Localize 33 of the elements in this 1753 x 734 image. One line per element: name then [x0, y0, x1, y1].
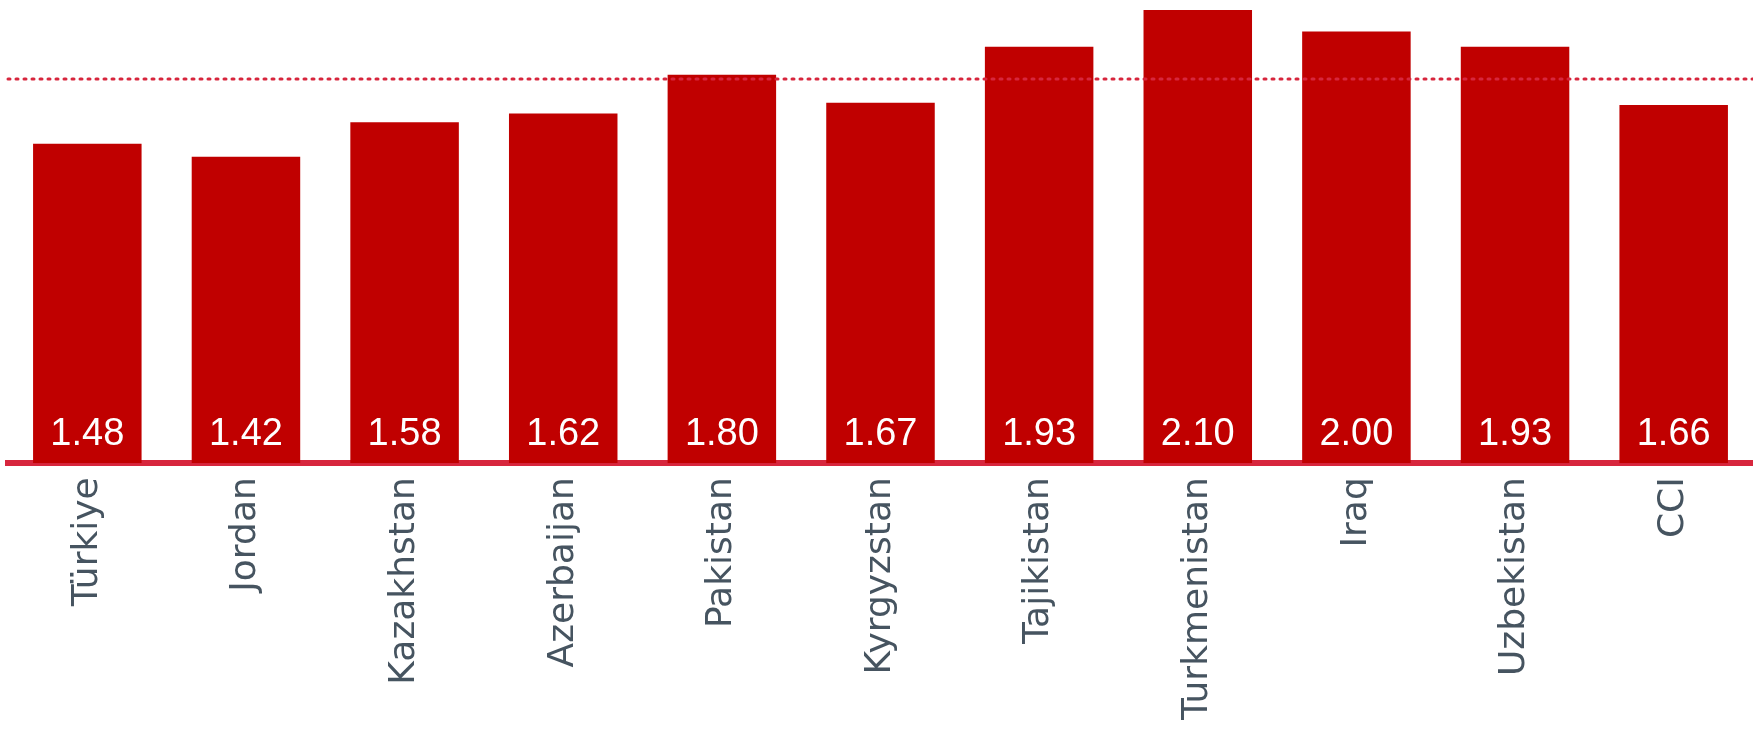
bar: [33, 143, 142, 464]
bar: [1302, 31, 1411, 464]
data-label: 1.48: [50, 410, 125, 453]
x-tick-label: Jordan: [222, 477, 264, 594]
bar: [667, 74, 777, 464]
x-tick-label: Tajikistan: [1015, 477, 1057, 645]
bar: [350, 122, 459, 464]
data-label: 1.93: [1478, 410, 1553, 453]
data-label: 1.66: [1636, 410, 1711, 453]
data-label: 1.93: [1002, 410, 1077, 453]
x-tick-label: Kyrgyzstan: [856, 477, 898, 675]
bar: [1460, 46, 1570, 464]
data-label: 1.58: [367, 410, 442, 453]
x-tick-label: CCI: [1650, 477, 1692, 539]
bar: [191, 156, 301, 464]
x-tick-label: Kazakhstan: [380, 477, 422, 685]
bar: [508, 113, 618, 464]
x-tick-label: Türkiye: [63, 477, 105, 608]
data-label: 1.62: [526, 410, 601, 453]
data-label: 2.10: [1160, 410, 1235, 453]
x-tick-label: Iraq: [1332, 477, 1374, 548]
x-tick-label: Uzbekistan: [1491, 477, 1533, 677]
bar: [1143, 10, 1253, 464]
x-tick-label: Turkmenistan: [1174, 477, 1216, 722]
x-tick-label: Pakistan: [698, 477, 740, 628]
bar: [984, 46, 1094, 464]
data-label: 1.42: [208, 410, 283, 453]
bar: [1619, 104, 1728, 464]
bar: [826, 102, 935, 464]
data-label: 1.67: [843, 410, 918, 453]
data-label: 2.00: [1319, 410, 1394, 453]
x-tick-label: Azerbaijan: [539, 477, 581, 668]
data-label: 1.80: [684, 410, 759, 453]
